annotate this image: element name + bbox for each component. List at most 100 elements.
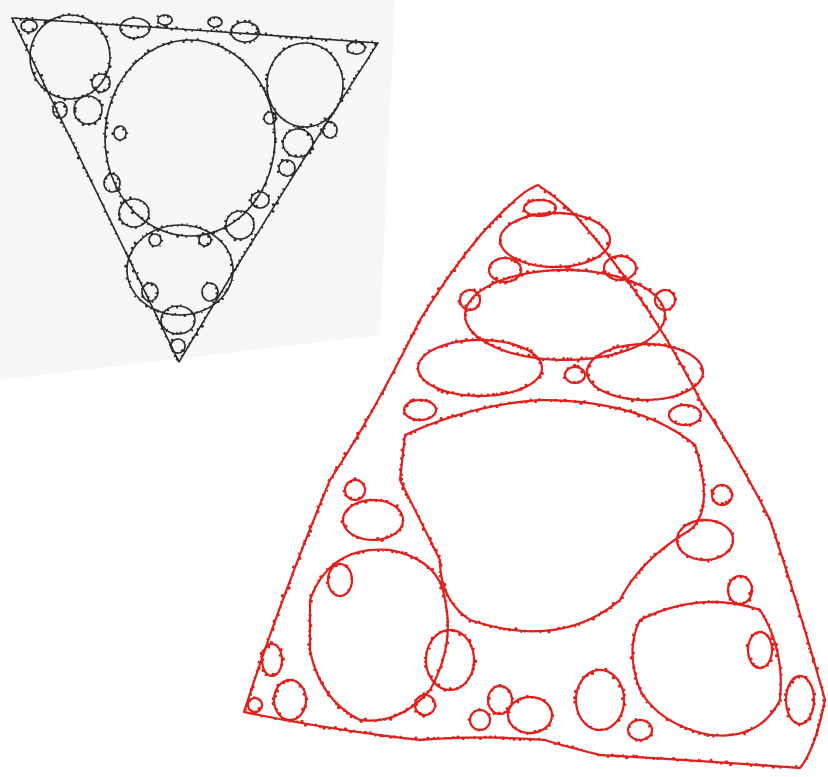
fractal-speck [576,686,580,690]
fractal-speck [98,197,100,200]
fractal-speck [424,664,428,669]
fractal-speck [296,720,299,723]
fractal-speck [739,762,742,765]
fractal-speck [668,409,672,413]
fractal-speck [154,314,158,317]
fractal-speck [519,400,523,404]
fractal-speck [445,651,447,654]
fractal-speck [415,509,418,511]
fractal-speck [591,751,594,755]
fractal-speck [435,705,437,708]
fractal-speck [244,710,247,713]
fractal-speck [230,212,233,214]
fractal-speck [226,283,228,285]
fractal-speck [628,732,631,735]
fractal-speck [581,270,584,272]
fractal-speck [696,392,700,396]
fractal-speck [341,72,344,75]
fractal-speck [455,606,457,609]
fractal-speck [792,677,796,681]
fractal-speck [302,688,306,691]
fractal-speck [56,117,58,120]
fractal-speck [603,270,607,274]
fractal-speck [607,233,609,235]
fractal-speck [407,737,410,740]
fractal-speck [629,579,633,583]
fractal-speck [412,417,416,422]
fractal-speck [208,23,211,26]
fractal-speck [711,492,715,496]
fractal-speck [576,215,578,218]
fractal-speck [230,234,233,237]
fractal-speck [562,625,565,628]
fractal-speck [425,423,429,427]
fractal-speck [271,157,274,160]
fractal-speck [597,404,601,408]
fractal-speck [202,41,204,43]
fractal-speck [684,422,687,425]
fractal-speck [785,566,788,569]
fractal-speck [716,733,719,735]
fractal-speck [746,577,750,581]
fractal-speck [667,607,670,610]
fractal-speck [40,73,44,77]
fractal-speck [346,451,349,453]
fractal-speck [225,229,229,233]
fractal-speck [557,741,561,745]
fractal-speck [240,255,243,258]
fractal-speck [639,344,643,347]
fractal-speck [553,742,557,746]
fractal-speck [537,184,539,187]
fractal-speck [317,579,321,583]
fractal-speck [534,629,537,633]
fractal-speck [285,160,289,163]
fractal-speck [203,307,207,311]
fractal-speck [668,415,671,417]
fractal-speck [545,728,548,731]
fractal-speck [528,737,532,742]
fractal-speck [300,547,304,550]
fractal-speck [314,723,318,726]
fractal-speck [76,14,79,16]
fractal-speck [695,358,699,361]
fractal-speck [516,388,520,392]
fractal-speck [168,343,172,347]
fractal-speck [325,48,328,51]
fractal-speck [175,306,179,309]
fractal-speck [674,420,678,423]
fractal-speck [418,518,421,521]
fractal-speck [288,45,291,48]
fractal-speck [175,357,179,361]
fractal-speck [591,380,595,384]
fractal-speck [699,413,702,417]
fractal-speck [345,592,348,595]
fractal-speck [206,242,210,246]
fractal-speck [487,342,490,345]
fractal-speck [811,708,814,711]
fractal-speck [590,357,593,360]
fractal-speck [108,86,111,89]
fractal-speck [231,25,235,29]
fractal-speck [185,236,188,238]
fractal-speck [340,70,343,73]
fractal-speck [74,116,77,120]
fractal-speck [87,21,89,24]
fractal-speck [749,764,753,767]
fractal-speck [326,690,331,695]
fractal-speck [338,594,342,598]
fractal-speck [409,399,413,403]
fractal-speck [613,394,616,397]
fractal-speck [57,16,61,19]
fractal-speck [524,203,528,207]
fractal-speck [308,529,313,533]
fractal-speck [418,372,421,375]
fractal-speck [428,349,431,353]
fractal-speck [162,312,166,315]
fractal-speck [561,744,564,747]
fractal-speck [196,38,200,41]
fractal-speck [487,713,491,717]
fractal-speck [32,44,35,48]
fractal-speck [258,231,260,233]
fractal-speck [25,49,27,52]
fractal-speck [443,688,447,692]
